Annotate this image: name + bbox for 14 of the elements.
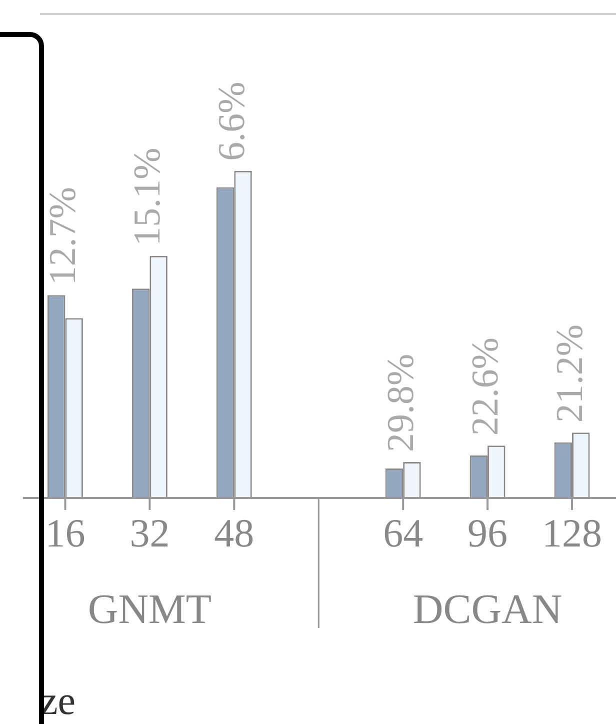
x-tick-label: 32 [130, 510, 170, 556]
x-tick-label: 128 [542, 510, 602, 556]
annotation: 15.1% [126, 148, 169, 246]
annotation: 29.8% [380, 354, 422, 452]
annotation: 12.7% [42, 187, 84, 286]
x-tick-label: 96 [468, 510, 508, 556]
text: GNMT [88, 587, 212, 633]
x-tick-label: 48 [214, 510, 254, 556]
x-tick-label: 16 [45, 510, 86, 556]
annotation: 6.6% [211, 82, 254, 161]
x-tick-label: 64 [383, 510, 424, 556]
text: DCGAN [412, 587, 562, 633]
annotation: 22.6% [464, 338, 507, 436]
annotation: 21.2% [548, 324, 591, 423]
